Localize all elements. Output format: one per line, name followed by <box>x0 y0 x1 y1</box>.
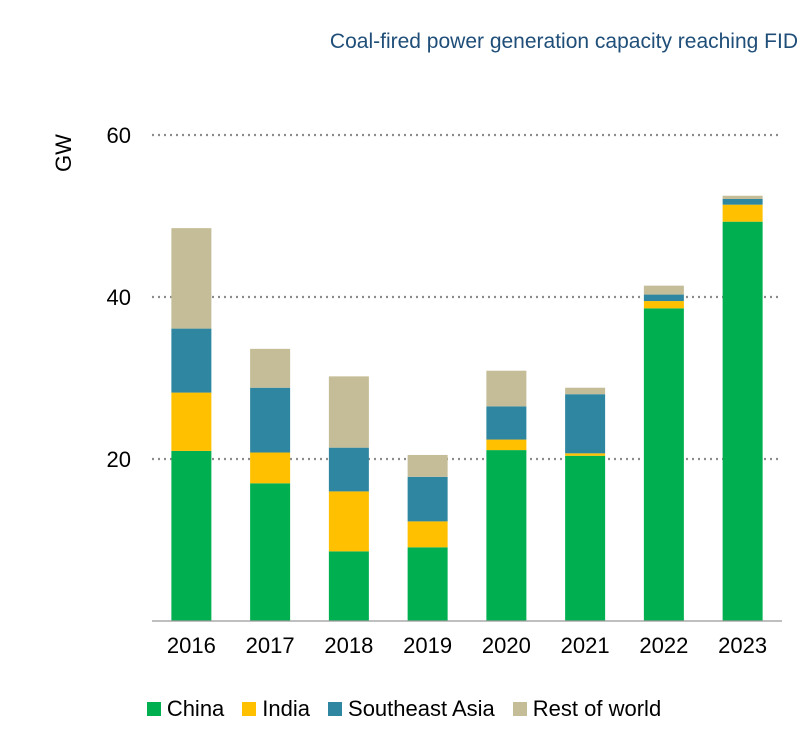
bar-2021-china <box>565 455 606 621</box>
x-tick-label: 2019 <box>403 633 452 658</box>
bar-2022-india <box>643 301 684 309</box>
legend-swatch <box>328 702 343 716</box>
bar-2016-china <box>171 450 212 621</box>
bar-2021-rest-of-world <box>565 387 606 395</box>
bar-2020-rest-of-world <box>486 370 527 407</box>
x-tick-label: 2016 <box>167 633 216 658</box>
legend-swatch <box>512 702 527 716</box>
bar-2017-china <box>250 483 291 621</box>
legend-swatch <box>146 702 161 716</box>
bar-2020-southeast-asia <box>486 406 527 440</box>
bar-2018-india <box>328 491 369 552</box>
bar-2018-china <box>328 551 369 621</box>
bar-2017-southeast-asia <box>250 387 291 453</box>
bar-2020-india <box>486 439 527 451</box>
bar-2022-china <box>643 308 684 621</box>
bar-2017-rest-of-world <box>250 348 291 388</box>
legend: China India Southeast Asia Rest of world <box>0 696 808 722</box>
gridlines <box>152 133 782 461</box>
y-axis-title: GW <box>51 134 76 172</box>
bar-2016-rest-of-world <box>171 228 212 329</box>
bar-2016-india <box>171 392 212 451</box>
bar-2019-rest-of-world <box>407 454 448 477</box>
x-tick-label: 2017 <box>246 633 295 658</box>
bar-2023-rest-of-world <box>722 195 763 199</box>
x-axis-ticks: 2016 2017 2018 2019 2020 2021 2022 2023 <box>167 633 767 658</box>
bar-2022-southeast-asia <box>643 294 684 302</box>
chart-title: Coal-fired power generation capacity rea… <box>329 30 798 53</box>
legend-item-rest-of-world: Rest of world <box>512 696 662 722</box>
legend-label: India <box>262 696 311 721</box>
x-tick-label: 2020 <box>482 633 531 658</box>
legend-swatch <box>242 702 257 716</box>
bar-2023-china <box>722 221 763 622</box>
bar-2023-india <box>722 204 763 222</box>
x-tick-label: 2022 <box>639 633 688 658</box>
bar-2018-rest-of-world <box>328 376 369 448</box>
y-tick-label: 20 <box>107 447 131 472</box>
bars <box>171 195 763 622</box>
x-tick-label: 2023 <box>718 633 767 658</box>
bar-2017-india <box>250 452 291 484</box>
x-tick-label: 2021 <box>561 633 610 658</box>
legend-label: China <box>166 696 225 721</box>
bar-2020-china <box>486 450 527 621</box>
legend-item-southeast-asia: Southeast Asia <box>328 696 495 722</box>
bar-2021-southeast-asia <box>565 394 606 454</box>
legend-label: Rest of world <box>532 696 662 721</box>
legend-label: Southeast Asia <box>348 696 495 721</box>
bar-2021-india <box>565 453 606 456</box>
bar-2019-india <box>407 521 448 548</box>
bar-2022-rest-of-world <box>643 285 684 295</box>
legend-item-china: China <box>146 696 225 722</box>
bar-2016-southeast-asia <box>171 328 212 393</box>
x-tick-label: 2018 <box>324 633 373 658</box>
y-tick-label: 60 <box>107 123 131 148</box>
bar-2019-southeast-asia <box>407 476 448 522</box>
bar-2023-southeast-asia <box>722 198 763 205</box>
bar-2018-southeast-asia <box>328 447 369 492</box>
legend-item-india: India <box>242 696 310 722</box>
y-tick-label: 40 <box>107 285 131 310</box>
bar-2019-china <box>407 547 448 621</box>
y-axis-ticks: 20 40 60 <box>107 123 131 472</box>
